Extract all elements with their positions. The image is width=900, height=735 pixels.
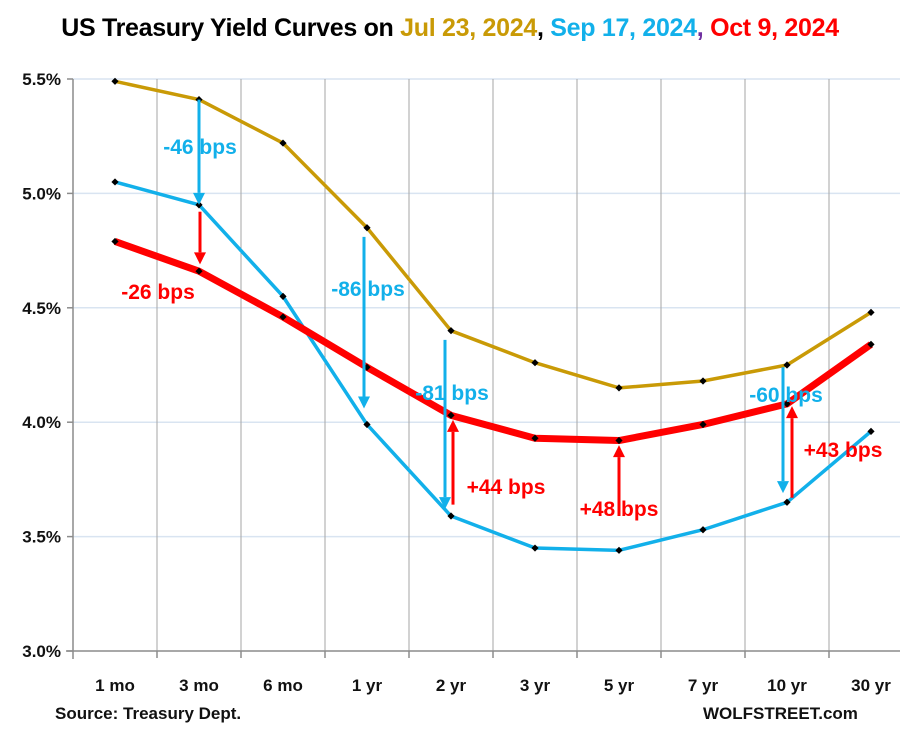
title-part: Jul 23, 2024 xyxy=(400,14,537,42)
annotation-label: +44 bps xyxy=(467,476,546,499)
y-tick-label: 3.0% xyxy=(22,642,61,661)
data-point-marker xyxy=(531,544,539,552)
data-point-marker xyxy=(279,292,287,300)
data-point-marker xyxy=(783,361,791,369)
annotation-46bps: -46 bps xyxy=(163,99,237,205)
y-tick-label: 4.0% xyxy=(22,413,61,432)
annotations: -46 bps -26 bps -86 bps -81 bps +44 bps +48 b… xyxy=(121,99,882,521)
data-point-marker xyxy=(279,313,287,321)
x-tick-label: 3 mo xyxy=(179,676,219,695)
series-lines xyxy=(111,77,875,554)
x-tick-labels: 1 mo 3 mo 6 mo 1 yr 2 yr 3 yr 5 yr 7 yr 10 yr 30 … xyxy=(95,676,891,695)
annotation-label: -26 bps xyxy=(121,281,195,304)
gridlines xyxy=(73,78,900,651)
title-part: , xyxy=(536,14,551,42)
data-point-marker xyxy=(447,411,455,419)
x-tick-label: 30 yr xyxy=(851,676,891,695)
data-point-marker xyxy=(699,526,707,534)
data-point-marker xyxy=(867,308,875,316)
x-tick-label: 1 mo xyxy=(95,676,135,695)
annotation-label: +43 bps xyxy=(804,439,883,462)
y-tick-label: 4.5% xyxy=(22,299,61,318)
chart-title: US Treasury Yield Curves on Jul 23, 2024… xyxy=(0,14,900,43)
x-tick-label: 7 yr xyxy=(688,676,719,695)
annotation-arrow-head xyxy=(193,192,205,205)
axes xyxy=(66,78,900,659)
data-point-marker xyxy=(783,400,791,408)
data-point-marker xyxy=(867,427,875,435)
data-point-marker xyxy=(699,420,707,429)
data-point-marker xyxy=(699,377,707,385)
data-point-marker xyxy=(447,327,455,335)
x-tick-label: 3 yr xyxy=(520,676,551,695)
annotation-44bps: +44 bps xyxy=(447,419,546,505)
title-part: Sep 17, 2024 xyxy=(550,14,697,42)
data-point-marker xyxy=(279,139,287,147)
data-point-marker xyxy=(867,340,875,349)
series-line xyxy=(114,79,872,390)
annotation-arrow-head xyxy=(439,497,451,510)
y-tick-label: 3.5% xyxy=(22,528,61,547)
data-point-marker xyxy=(615,384,623,392)
annotation-arrow-head xyxy=(447,419,459,432)
brand-label: WOLFSTREET.com xyxy=(703,704,858,723)
annotation-81bps: -81 bps xyxy=(415,339,489,510)
data-point-marker xyxy=(195,95,203,104)
source-note: Source: Treasury Dept. xyxy=(55,704,242,723)
annotation-label: -86 bps xyxy=(331,278,405,301)
title-part: US Treasury Yield Curves on xyxy=(61,14,401,42)
data-point-marker xyxy=(447,512,455,520)
data-point-marker xyxy=(531,434,539,442)
series-sep-17-2024 xyxy=(111,178,875,554)
data-point-marker xyxy=(783,498,791,506)
x-tick-label: 10 yr xyxy=(767,676,807,695)
annotation-43bps: +43 bps xyxy=(786,406,882,498)
annotation-label: -60 bps xyxy=(749,384,823,407)
data-point-marker xyxy=(363,224,371,232)
y-tick-labels: 3.0% 3.5% 4.0% 4.5% 5.0% 5.5% xyxy=(22,70,61,661)
x-tick-label: 1 yr xyxy=(352,676,383,695)
data-point-marker xyxy=(615,436,623,445)
annotation-arrow-head xyxy=(786,406,798,419)
data-point-marker xyxy=(363,420,371,429)
data-point-marker xyxy=(111,77,119,85)
data-point-marker xyxy=(615,546,623,554)
y-tick-label: 5.5% xyxy=(22,70,61,89)
annotation-label: -46 bps xyxy=(163,136,237,159)
title-part: Oct 9, 2024 xyxy=(710,14,839,42)
series-jul-23-2024 xyxy=(111,77,875,392)
title-part: , xyxy=(696,14,711,42)
annotation-label: -81 bps xyxy=(415,382,489,405)
annotation-arrow-head xyxy=(613,445,625,458)
x-tick-label: 6 mo xyxy=(263,676,303,695)
annotation-arrow-head xyxy=(194,252,206,265)
annotation-arrow-head xyxy=(777,481,789,494)
series-line xyxy=(113,238,874,445)
data-point-marker xyxy=(111,178,119,186)
data-point-marker xyxy=(195,267,203,275)
annotation-60bps: -60 bps xyxy=(749,367,823,494)
annotation-label: +48 bps xyxy=(580,498,659,521)
annotation-48bps: +48 bps xyxy=(580,445,659,521)
series-line xyxy=(114,180,873,553)
x-tick-label: 5 yr xyxy=(604,676,635,695)
annotation-26bps: -26 bps xyxy=(121,211,206,304)
annotation-86bps: -86 bps xyxy=(331,236,405,409)
y-tick-label: 5.0% xyxy=(22,184,61,203)
data-point-marker xyxy=(111,237,119,246)
x-tick-label: 2 yr xyxy=(436,676,467,695)
annotation-arrow-head xyxy=(358,396,370,409)
data-point-marker xyxy=(531,359,539,367)
